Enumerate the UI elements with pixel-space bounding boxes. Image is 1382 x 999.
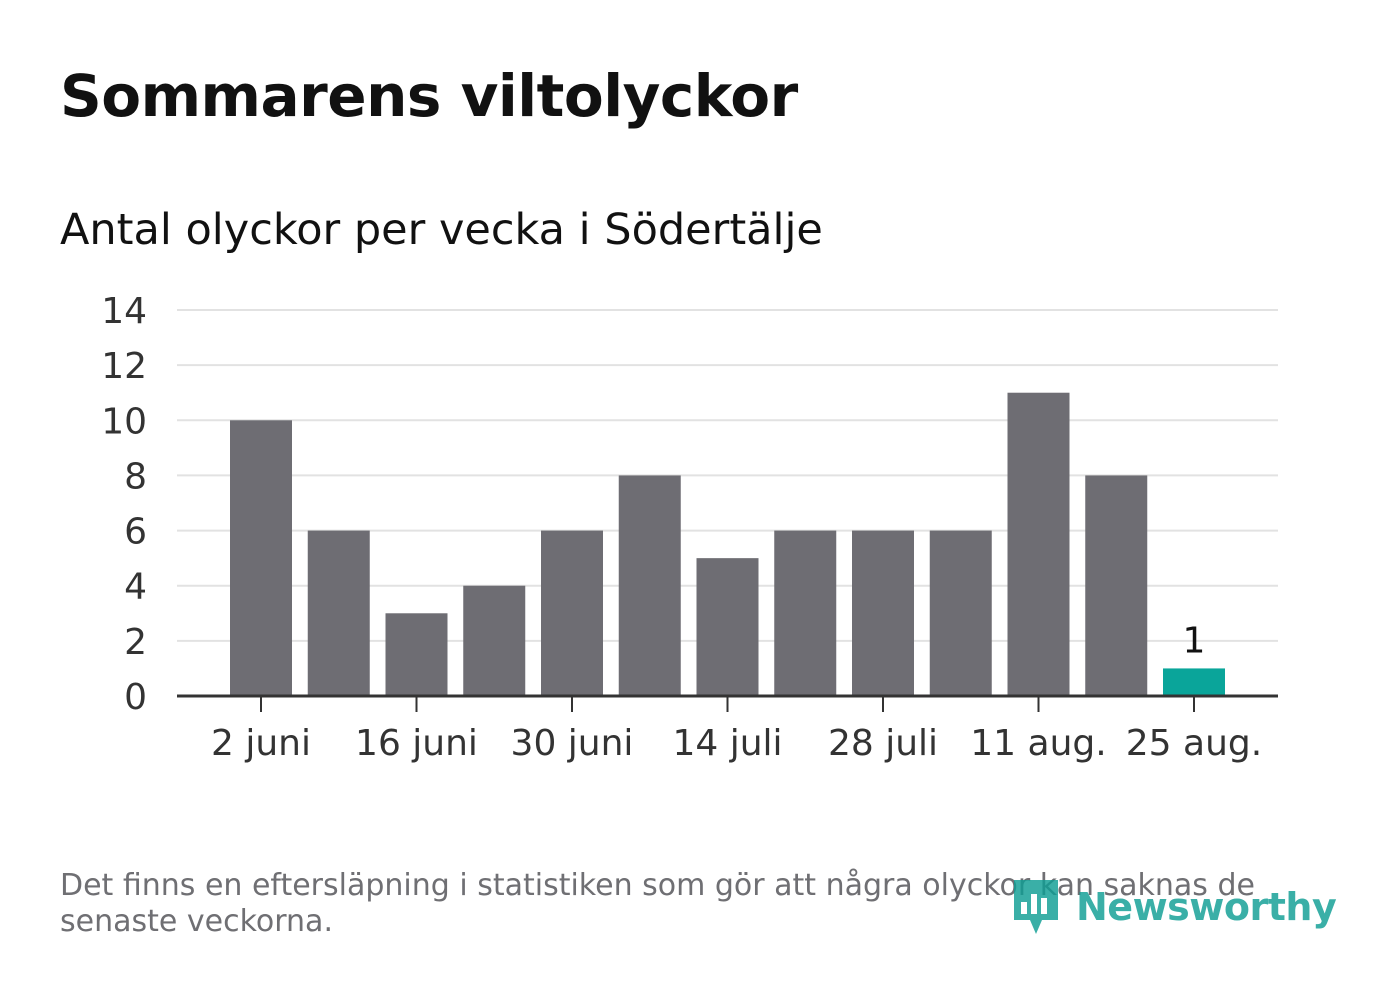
y-tick-label: 14 bbox=[101, 291, 147, 332]
bar bbox=[385, 613, 448, 696]
y-tick-label: 0 bbox=[124, 677, 147, 718]
chart-subtitle: Antal olyckor per vecka i Södertälje bbox=[60, 205, 823, 255]
y-tick-label: 10 bbox=[101, 401, 147, 442]
x-tick-label: 11 aug. bbox=[970, 723, 1106, 764]
x-tick-label: 28 juli bbox=[828, 723, 938, 764]
newsworthy-logo: Newsworthy bbox=[1010, 876, 1337, 938]
bar bbox=[1085, 475, 1148, 696]
bar bbox=[307, 530, 370, 696]
bar bbox=[1007, 392, 1070, 696]
newsworthy-icon bbox=[1014, 880, 1058, 934]
bar bbox=[1163, 668, 1225, 696]
y-tick-label: 2 bbox=[124, 622, 147, 663]
y-tick-label: 4 bbox=[124, 567, 147, 608]
bar bbox=[230, 420, 292, 696]
bar bbox=[852, 530, 914, 696]
x-tick-label: 25 aug. bbox=[1126, 723, 1262, 764]
bar bbox=[929, 530, 992, 696]
chart-title: Sommarens viltolyckor bbox=[60, 62, 798, 130]
x-tick-label: 30 juni bbox=[511, 723, 634, 764]
y-tick-label: 6 bbox=[124, 512, 147, 553]
brand-name: Newsworthy bbox=[1076, 885, 1337, 929]
bar bbox=[618, 475, 681, 696]
y-tick-label: 8 bbox=[124, 456, 147, 497]
x-tick-label: 16 juni bbox=[355, 723, 478, 764]
x-tick-label: 14 juli bbox=[672, 723, 782, 764]
data-label: 1 bbox=[1183, 620, 1206, 661]
bar bbox=[774, 530, 837, 696]
bar bbox=[541, 530, 603, 696]
bar bbox=[696, 558, 759, 696]
x-tick-label: 2 juni bbox=[211, 723, 311, 764]
y-tick-label: 12 bbox=[101, 346, 147, 387]
bar bbox=[463, 585, 526, 696]
